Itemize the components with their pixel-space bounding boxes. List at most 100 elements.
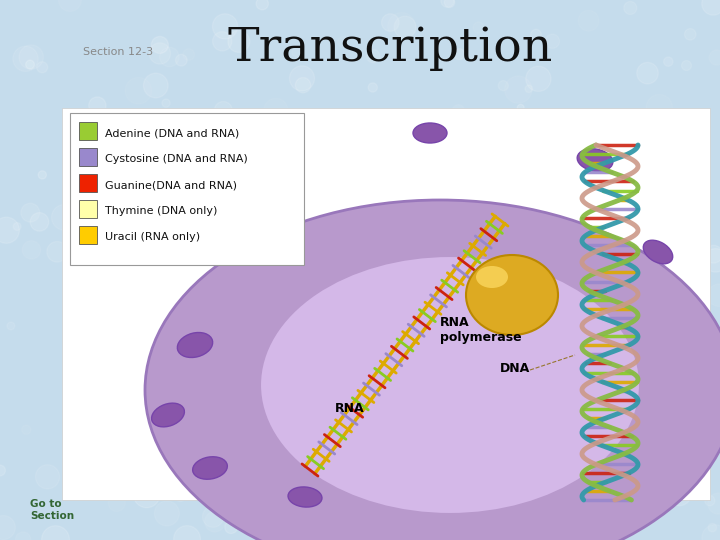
Circle shape (555, 321, 577, 342)
Circle shape (0, 465, 5, 476)
Circle shape (89, 97, 106, 114)
Circle shape (425, 274, 450, 299)
Circle shape (664, 57, 673, 66)
FancyBboxPatch shape (79, 200, 97, 218)
Circle shape (162, 99, 170, 107)
Circle shape (420, 352, 446, 376)
Circle shape (72, 361, 99, 389)
Circle shape (477, 370, 503, 396)
Circle shape (545, 34, 559, 49)
Circle shape (441, 0, 454, 8)
Circle shape (436, 376, 444, 383)
Circle shape (368, 83, 377, 92)
Circle shape (572, 154, 582, 164)
Circle shape (414, 359, 426, 370)
Circle shape (175, 491, 186, 502)
Circle shape (13, 222, 21, 231)
Text: Guanine(DNA and RNA): Guanine(DNA and RNA) (105, 180, 237, 190)
FancyBboxPatch shape (70, 113, 304, 265)
Circle shape (183, 341, 195, 353)
Circle shape (212, 14, 238, 39)
Circle shape (215, 102, 233, 120)
Text: Adenine (DNA and RNA): Adenine (DNA and RNA) (105, 128, 239, 138)
Circle shape (410, 338, 436, 365)
Circle shape (174, 525, 200, 540)
Circle shape (58, 0, 81, 11)
Circle shape (294, 330, 303, 339)
Circle shape (515, 312, 524, 321)
Circle shape (708, 284, 720, 306)
Circle shape (295, 78, 310, 93)
Circle shape (566, 433, 579, 446)
Ellipse shape (193, 457, 228, 480)
Circle shape (154, 383, 167, 396)
Circle shape (472, 293, 480, 302)
Circle shape (38, 171, 46, 179)
Circle shape (624, 2, 636, 15)
Circle shape (648, 161, 663, 176)
Circle shape (394, 16, 416, 38)
Circle shape (113, 467, 125, 478)
Ellipse shape (145, 200, 720, 540)
Circle shape (379, 215, 390, 225)
Circle shape (523, 449, 540, 466)
Circle shape (531, 29, 541, 40)
Circle shape (341, 287, 364, 310)
Circle shape (15, 532, 31, 540)
Circle shape (382, 428, 395, 440)
Circle shape (480, 389, 505, 414)
Circle shape (160, 47, 179, 67)
Circle shape (21, 203, 40, 222)
Ellipse shape (476, 266, 508, 288)
Circle shape (708, 493, 720, 514)
Circle shape (52, 205, 77, 230)
Circle shape (629, 401, 643, 415)
Circle shape (120, 259, 126, 266)
Text: Uracil (RNA only): Uracil (RNA only) (105, 232, 200, 242)
Circle shape (384, 399, 390, 406)
Circle shape (284, 384, 310, 410)
Ellipse shape (288, 487, 322, 507)
Circle shape (357, 428, 373, 444)
Ellipse shape (643, 240, 672, 264)
Circle shape (122, 450, 145, 474)
Circle shape (313, 296, 325, 307)
Circle shape (602, 348, 619, 366)
Circle shape (685, 29, 696, 40)
Circle shape (26, 60, 35, 69)
Circle shape (70, 157, 79, 166)
Circle shape (176, 195, 197, 215)
Circle shape (561, 357, 570, 366)
FancyBboxPatch shape (62, 108, 710, 500)
Circle shape (395, 347, 420, 373)
Ellipse shape (177, 333, 212, 357)
Circle shape (485, 529, 494, 538)
Circle shape (556, 218, 574, 237)
Circle shape (598, 234, 614, 251)
Circle shape (603, 189, 623, 210)
Circle shape (379, 531, 390, 540)
Circle shape (202, 152, 210, 161)
Circle shape (202, 506, 224, 527)
Circle shape (667, 481, 692, 506)
Circle shape (0, 217, 19, 244)
Circle shape (207, 177, 221, 191)
FancyBboxPatch shape (79, 226, 97, 244)
Circle shape (232, 148, 249, 166)
Circle shape (709, 50, 720, 65)
Circle shape (679, 223, 694, 238)
Circle shape (204, 511, 225, 532)
Circle shape (176, 55, 187, 66)
Circle shape (630, 195, 643, 208)
Circle shape (702, 0, 720, 15)
FancyBboxPatch shape (79, 148, 97, 166)
Circle shape (636, 171, 642, 177)
Circle shape (560, 350, 584, 374)
Circle shape (256, 0, 269, 10)
Ellipse shape (260, 256, 640, 514)
Circle shape (571, 167, 579, 176)
Circle shape (322, 442, 339, 459)
Circle shape (705, 496, 715, 506)
Ellipse shape (152, 403, 184, 427)
Circle shape (368, 354, 382, 368)
